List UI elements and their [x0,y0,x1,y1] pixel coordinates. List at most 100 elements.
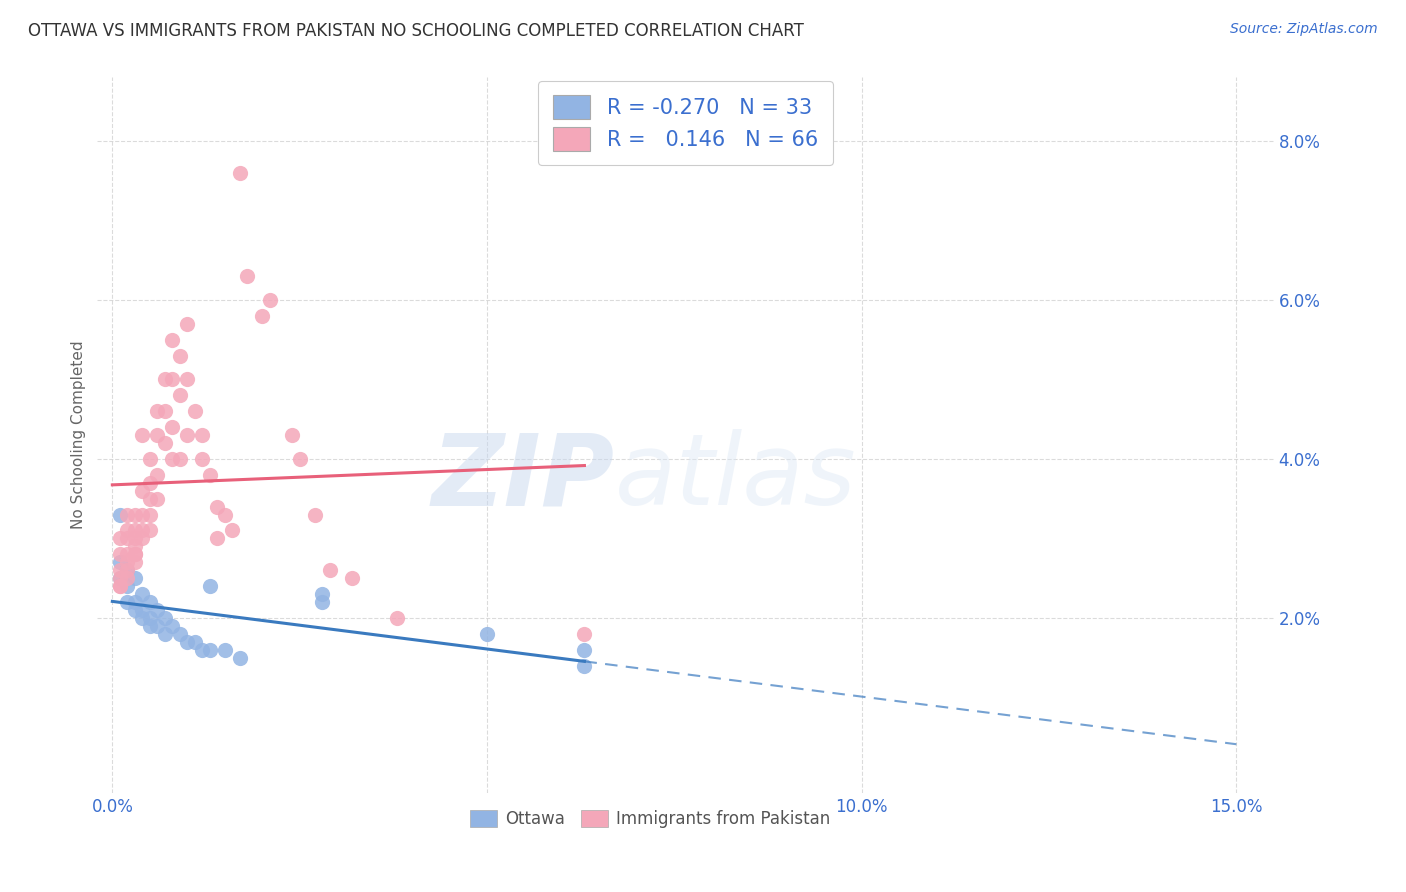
Point [139,508,162,522]
Point [162,619,184,633]
Point [475,626,498,640]
Point [207,532,229,546]
Point [124,547,146,561]
Point [221,524,243,538]
Point [153,626,176,640]
Point [198,467,221,482]
Point [176,634,198,648]
Point [117,508,139,522]
Point [153,436,176,450]
Point [153,404,176,418]
Point [124,555,146,569]
Point [124,508,146,522]
Point [162,372,184,386]
Point [124,603,146,617]
Point [117,563,139,577]
Point [131,611,153,625]
Point [169,349,191,363]
Point [131,587,153,601]
Point [214,508,236,522]
Point [236,269,259,284]
Point [131,483,153,498]
Point [288,451,311,466]
Point [153,372,176,386]
Point [574,626,596,640]
Point [214,642,236,657]
Point [108,547,131,561]
Point [146,491,169,506]
Point [250,309,273,323]
Point [574,658,596,673]
Point [146,603,169,617]
Point [124,532,146,546]
Point [139,595,162,609]
Point [117,595,139,609]
Point [124,571,146,585]
Point [124,547,146,561]
Point [146,428,169,442]
Text: Source: ZipAtlas.com: Source: ZipAtlas.com [1230,22,1378,37]
Point [139,611,162,625]
Point [108,579,131,593]
Point [124,524,146,538]
Point [162,420,184,434]
Point [169,451,191,466]
Point [229,166,252,180]
Point [198,642,221,657]
Point [117,579,139,593]
Point [153,611,176,625]
Point [304,508,326,522]
Point [146,467,169,482]
Point [184,634,207,648]
Point [176,428,198,442]
Point [131,603,153,617]
Point [139,491,162,506]
Point [139,451,162,466]
Point [176,317,198,331]
Point [131,532,153,546]
Point [139,524,162,538]
Point [281,428,304,442]
Point [162,451,184,466]
Point [385,611,408,625]
Point [131,428,153,442]
Point [117,555,139,569]
Point [162,333,184,347]
Point [108,532,131,546]
Point [311,595,333,609]
Point [108,571,131,585]
Point [139,619,162,633]
Y-axis label: No Schooling Completed: No Schooling Completed [72,341,86,529]
Point [184,404,207,418]
Point [108,579,131,593]
Point [124,539,146,553]
Point [117,563,139,577]
Point [311,587,333,601]
Point [191,642,214,657]
Point [117,571,139,585]
Point [108,555,131,569]
Point [139,475,162,490]
Point [207,500,229,514]
Point [117,532,139,546]
Point [146,619,169,633]
Point [191,428,214,442]
Point [108,508,131,522]
Point [191,451,214,466]
Point [259,293,281,307]
Text: atlas: atlas [614,429,856,526]
Point [229,650,252,665]
Point [340,571,363,585]
Point [131,524,153,538]
Text: ZIP: ZIP [432,429,614,526]
Point [318,563,340,577]
Point [131,508,153,522]
Point [176,372,198,386]
Point [117,547,139,561]
Point [574,642,596,657]
Point [198,579,221,593]
Point [169,626,191,640]
Point [108,563,131,577]
Legend: Ottawa, Immigrants from Pakistan: Ottawa, Immigrants from Pakistan [463,803,838,834]
Point [124,595,146,609]
